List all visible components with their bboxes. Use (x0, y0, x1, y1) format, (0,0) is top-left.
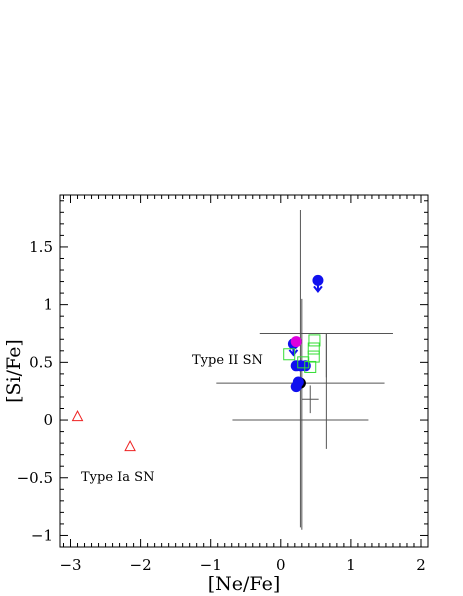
square-marker (308, 334, 321, 347)
annotation-type-ii-sn: Type II SN (192, 353, 263, 368)
square-marker (304, 360, 317, 373)
tick-labels: −3 −2 −1 0 1 2 −1 −0.5 0 0.5 1 1.5 (17, 238, 426, 574)
circle-marker (290, 336, 302, 348)
y-tick-label: 0 (43, 411, 53, 429)
circle-marker (290, 381, 302, 393)
x-tick-label: 2 (416, 556, 426, 574)
annotation-type-ia-sn: Type Ia SN (81, 470, 154, 485)
error-bars (216, 210, 393, 530)
x-axis-title: [Ne/Fe] (208, 573, 280, 595)
x-tick-label: −2 (130, 556, 152, 574)
plot-frame (59, 194, 429, 548)
x-tick-label: 0 (276, 556, 286, 574)
square-marker (307, 350, 320, 363)
data-marks (71, 210, 393, 530)
square-marker (307, 342, 320, 355)
x-tick-label: −1 (200, 556, 222, 574)
points (71, 274, 324, 452)
axis-ticks (60, 195, 429, 548)
x-tick-label: 1 (346, 556, 356, 574)
y-tick-label: 1.5 (29, 238, 53, 256)
circle-marker (299, 360, 311, 372)
y-tick-label: −0.5 (17, 469, 53, 487)
triangle-marker (71, 410, 84, 422)
square-marker (283, 348, 296, 361)
upper-limit-arrow (313, 280, 323, 294)
y-tick-label: −1 (31, 526, 53, 544)
triangle-marker (124, 440, 136, 452)
y-axis-title: [Si/Fe] (3, 339, 25, 403)
y-tick-label: 0.5 (29, 353, 53, 371)
y-tick-label: 1 (43, 296, 53, 314)
x-tick-label: −3 (59, 556, 81, 574)
